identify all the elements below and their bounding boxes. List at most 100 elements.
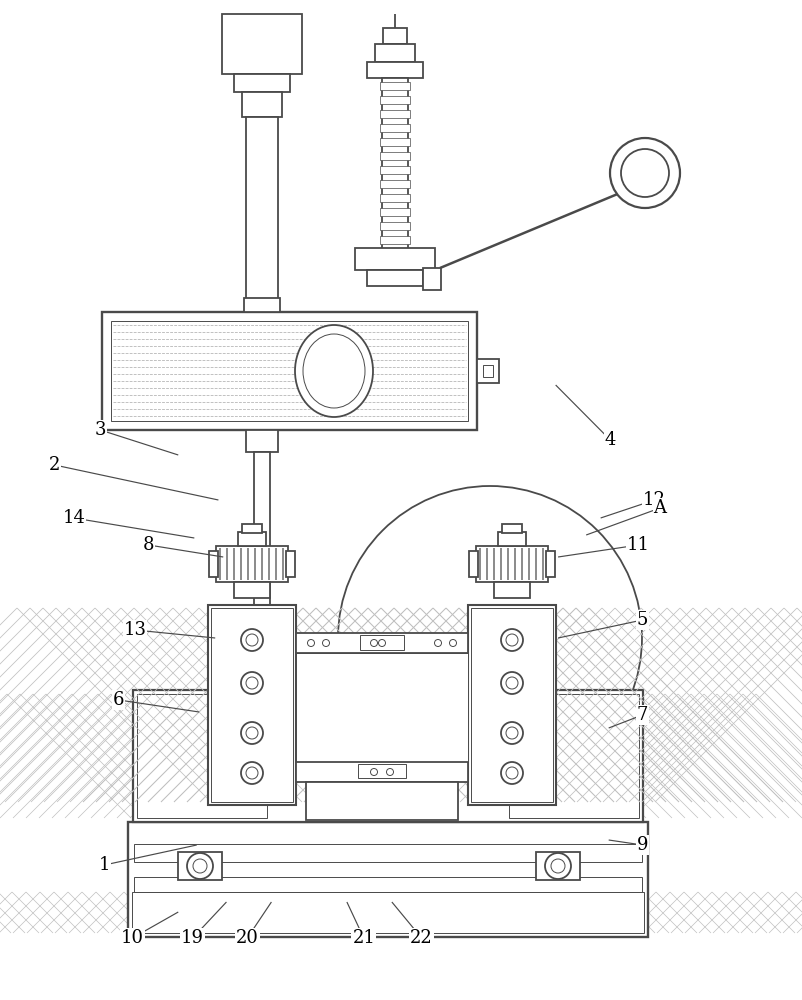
Bar bbox=[306, 782, 457, 820]
Bar bbox=[296, 762, 468, 782]
Text: 9: 9 bbox=[636, 836, 647, 854]
Text: 20: 20 bbox=[236, 929, 258, 947]
Text: 4: 4 bbox=[604, 431, 615, 449]
Circle shape bbox=[500, 672, 522, 694]
Circle shape bbox=[307, 640, 314, 647]
Bar bbox=[471, 608, 553, 802]
Bar bbox=[244, 298, 280, 312]
Circle shape bbox=[378, 640, 385, 647]
Circle shape bbox=[449, 640, 456, 647]
Bar bbox=[128, 822, 647, 937]
Circle shape bbox=[434, 640, 441, 647]
Bar bbox=[468, 605, 555, 805]
Bar bbox=[359, 635, 403, 650]
Circle shape bbox=[545, 853, 570, 879]
Bar bbox=[508, 694, 638, 818]
Bar bbox=[379, 124, 410, 132]
Circle shape bbox=[322, 640, 329, 647]
Bar bbox=[253, 452, 269, 617]
Ellipse shape bbox=[294, 325, 373, 417]
Bar bbox=[476, 546, 547, 582]
Bar bbox=[383, 28, 407, 44]
Bar bbox=[379, 110, 410, 118]
Bar bbox=[237, 532, 265, 546]
Text: 6: 6 bbox=[113, 691, 124, 709]
Text: 14: 14 bbox=[63, 509, 85, 527]
Circle shape bbox=[187, 853, 213, 879]
Circle shape bbox=[241, 629, 263, 651]
Bar bbox=[133, 690, 642, 822]
Text: 7: 7 bbox=[636, 706, 647, 724]
Text: 12: 12 bbox=[642, 491, 665, 509]
Circle shape bbox=[241, 762, 263, 784]
Bar bbox=[241, 92, 282, 117]
Bar bbox=[545, 551, 554, 577]
Bar bbox=[375, 44, 415, 62]
Circle shape bbox=[241, 722, 263, 744]
Bar bbox=[208, 605, 296, 805]
Text: 8: 8 bbox=[143, 536, 154, 554]
Bar bbox=[379, 138, 410, 146]
Text: 5: 5 bbox=[636, 611, 647, 629]
Bar bbox=[134, 877, 642, 892]
Text: 22: 22 bbox=[410, 929, 432, 947]
Bar bbox=[379, 82, 410, 90]
Bar bbox=[244, 615, 280, 630]
Bar bbox=[382, 78, 407, 253]
Circle shape bbox=[241, 672, 263, 694]
Text: 19: 19 bbox=[181, 929, 204, 947]
Bar bbox=[241, 524, 261, 533]
Bar bbox=[286, 551, 294, 577]
Bar bbox=[468, 551, 477, 577]
Bar bbox=[209, 551, 217, 577]
Circle shape bbox=[370, 640, 377, 647]
Bar bbox=[102, 312, 476, 430]
Text: 10: 10 bbox=[121, 929, 144, 947]
Bar bbox=[379, 194, 410, 202]
Bar bbox=[379, 180, 410, 188]
Circle shape bbox=[610, 138, 679, 208]
Bar bbox=[379, 166, 410, 174]
Bar bbox=[482, 365, 492, 377]
Bar bbox=[497, 532, 525, 546]
Bar bbox=[379, 236, 410, 244]
Bar bbox=[423, 268, 440, 290]
Bar bbox=[216, 546, 288, 582]
Text: 3: 3 bbox=[95, 421, 106, 439]
Text: 21: 21 bbox=[352, 929, 375, 947]
Bar bbox=[379, 152, 410, 160]
Bar bbox=[358, 764, 406, 778]
Bar bbox=[245, 117, 277, 312]
Bar bbox=[535, 852, 579, 880]
Bar bbox=[211, 608, 293, 802]
Text: 13: 13 bbox=[124, 621, 146, 639]
Bar bbox=[296, 633, 468, 653]
Bar bbox=[178, 852, 221, 880]
Bar bbox=[233, 582, 269, 598]
Bar bbox=[367, 62, 423, 78]
Circle shape bbox=[500, 762, 522, 784]
Bar bbox=[379, 96, 410, 104]
Bar bbox=[379, 222, 410, 230]
Bar bbox=[249, 119, 274, 310]
Circle shape bbox=[386, 768, 393, 776]
Bar bbox=[501, 524, 521, 533]
Circle shape bbox=[370, 768, 377, 776]
Bar bbox=[367, 270, 423, 286]
Text: 1: 1 bbox=[99, 856, 110, 874]
Bar bbox=[379, 208, 410, 216]
Text: 11: 11 bbox=[626, 536, 649, 554]
Bar bbox=[296, 653, 468, 762]
Text: A: A bbox=[653, 499, 666, 517]
Text: 2: 2 bbox=[49, 456, 60, 474]
Bar bbox=[137, 694, 267, 818]
Bar bbox=[476, 359, 498, 383]
Bar bbox=[493, 582, 529, 598]
Bar bbox=[233, 74, 290, 92]
Circle shape bbox=[500, 629, 522, 651]
Bar bbox=[111, 321, 468, 421]
Bar bbox=[134, 844, 642, 862]
Circle shape bbox=[500, 722, 522, 744]
Bar bbox=[245, 430, 277, 452]
Bar bbox=[221, 14, 302, 74]
